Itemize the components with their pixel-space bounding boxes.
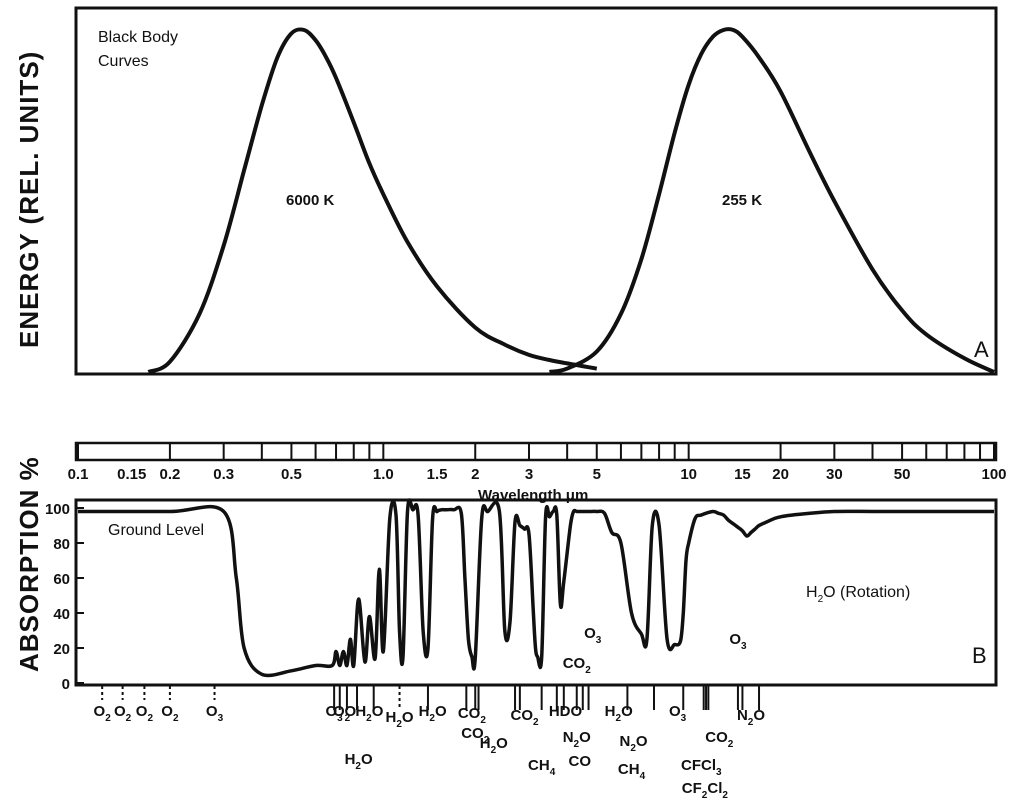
panel-b: ABSORPTION % 0 20 40 60 80 100 Ground Level H… [14, 456, 998, 693]
scale-ticks [77, 443, 995, 460]
ir-gas-label-4: H2O [386, 709, 414, 730]
ir2-gas-label-5: CF2Cl2 [682, 780, 729, 801]
xtick-label-7: 2 [471, 466, 479, 483]
ir-gas-label-0: O3 [326, 703, 344, 724]
scale-labels: 0.1 0.15 0.2 0.3 0.5 1.0 1.5 2 3 5 10 15 20 30 50 100 [68, 466, 1007, 483]
ir-gas-label-12: H2O [605, 703, 633, 724]
ir2-gas-label-3: CH4 [618, 761, 646, 782]
ir-gas-label-6: CO2 [458, 705, 487, 726]
ytick-label-40: 40 [53, 606, 70, 623]
uv-gas-label-2: O2 [136, 703, 154, 724]
panel-a-letter: A [974, 337, 989, 362]
ytick-label-0: 0 [62, 676, 70, 693]
uv-gas-label-3: O2 [161, 703, 179, 724]
ir-gas-label-16: N2O [737, 707, 765, 728]
xtick-label-0: 0.1 [68, 466, 89, 483]
ir-gas-label-10: HDO [549, 703, 583, 720]
series-255k-label: 255 K [722, 192, 762, 209]
uv-gas-label-1: O2 [114, 703, 132, 724]
xtick-label-3: 0.3 [213, 466, 234, 483]
ir2-gas-label-1: CH4 [528, 757, 556, 778]
ir2-gas-label-4: CFCl3 [681, 757, 722, 778]
ir-gas-label-14: O3 [669, 703, 687, 724]
top-gas-label-1: O3 [584, 625, 602, 646]
xtick-label-11: 15 [734, 466, 751, 483]
ytick-label-100: 100 [45, 501, 70, 518]
panel-a-frame [74, 6, 998, 376]
xtick-label-10: 10 [680, 466, 697, 483]
xtick-label-8: 3 [525, 466, 533, 483]
top-gas-label-0: CO2 [563, 655, 592, 676]
panel-a-ylabel: ENERGY (REL. UNITS) [14, 51, 44, 348]
ir-gas-label-8: CO2 [510, 707, 539, 728]
panel-a: ENERGY (REL. UNITS) Black Body Curves 60… [14, 6, 998, 376]
xtick-label-9: 5 [593, 466, 601, 483]
ir-gas-label-3: H2O [355, 703, 383, 724]
ytick-label-80: 80 [53, 536, 70, 553]
panel-a-annotation-line1: Black Body [98, 29, 178, 46]
xtick-label-14: 50 [894, 466, 911, 483]
uv-gas-label-0: O2 [94, 703, 112, 724]
series-6000k-line [147, 27, 598, 374]
xtick-label-13: 30 [826, 466, 843, 483]
wavelength-scale: 0.1 0.15 0.2 0.3 0.5 1.0 1.5 2 3 5 10 15 20 30 50 100 W… [68, 441, 1007, 504]
panel-b-ylabel: ABSORPTION % [14, 456, 44, 672]
scale-bar-frame [74, 441, 998, 462]
panel-b-frame [74, 498, 998, 687]
xtick-label-6: 1.5 [427, 466, 448, 483]
ytick-label-60: 60 [53, 571, 70, 588]
xtick-label-1: 0.15 [117, 466, 146, 483]
ytick-label-20: 20 [53, 641, 70, 658]
ir-gas-label-11: N2O [563, 729, 591, 750]
panel-b-yticks: 0 20 40 60 80 100 [45, 501, 84, 693]
xtick-label-12: 20 [772, 466, 789, 483]
ir-gas-label-7: CO2 [461, 725, 490, 746]
xtick-label-2: 0.2 [159, 466, 180, 483]
ir-gas-label-1: O2 [333, 703, 351, 724]
top-gas-label-2: O3 [729, 631, 747, 652]
ir2-gas-label-2: CO [569, 753, 592, 770]
ir-gas-label-9: H2O [480, 735, 508, 756]
ground-level-label: Ground Level [108, 522, 204, 539]
panel-a-annotation-line2: Curves [98, 53, 149, 70]
xtick-label-5: 1.0 [373, 466, 394, 483]
series-255k-line [549, 27, 995, 374]
series-6000k-label: 6000 K [286, 192, 335, 209]
ir2-gas-label-0: H2O [345, 751, 373, 772]
absorption-line [77, 498, 994, 678]
ir-gas-label-2: O [345, 703, 357, 720]
ir-gas-label-5: H2O [419, 703, 447, 724]
ir-gas-label-15: CO2 [705, 729, 734, 750]
uv-gas-label-4: O3 [206, 703, 224, 724]
panel-b-letter: B [972, 643, 987, 668]
h2o-rotation-label: H2O (Rotation) [806, 584, 910, 605]
absorber-markers [101, 686, 761, 710]
ir-gas-label-13: N2O [620, 733, 648, 754]
xtick-label-4: 0.5 [281, 466, 302, 483]
xtick-label-15: 100 [981, 466, 1006, 483]
